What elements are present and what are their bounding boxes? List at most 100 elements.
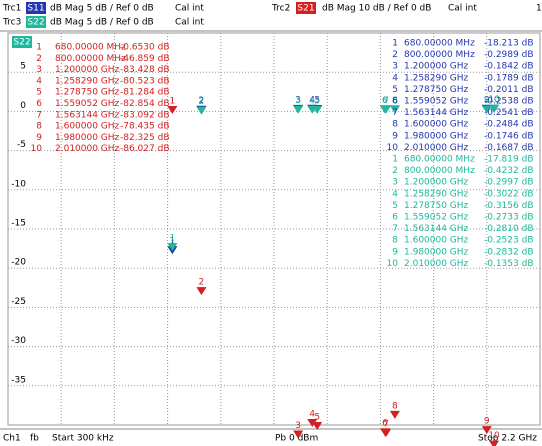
marker-table-index: 4 xyxy=(392,189,398,199)
marker-table-value: -82.325 dB xyxy=(120,133,170,143)
legend-box xyxy=(296,2,316,14)
marker xyxy=(380,105,391,114)
marker-table-index: 1 xyxy=(392,155,398,165)
marker-table-frequency: 2.010000 GHz xyxy=(55,144,120,154)
marker-table-frequency: 1.980000 GHz xyxy=(404,131,469,141)
marker xyxy=(293,105,304,114)
marker xyxy=(389,410,400,419)
marker-table-value: -78.435 dB xyxy=(120,122,170,132)
marker-number: 2 xyxy=(199,96,205,106)
y-tick-label: -30 xyxy=(11,336,26,346)
trace-name: Trc3 xyxy=(2,18,21,28)
marker-table-index: 5 xyxy=(392,201,398,211)
marker-table-value: -17.819 dB xyxy=(484,155,534,165)
marker-table-index: 2 xyxy=(392,166,398,176)
sweep-mode: fb xyxy=(30,434,39,444)
marker-table-value: -0.2997 dB xyxy=(484,178,534,188)
marker-table-index: 4 xyxy=(392,73,398,83)
trace-format: dB Mag 5 dB / Ref 0 dB xyxy=(50,18,154,28)
marker-number: 10 xyxy=(488,95,500,105)
marker-table-index: 7 xyxy=(392,224,398,234)
marker-number: 2 xyxy=(199,97,205,107)
marker-table-value: -0.2810 dB xyxy=(484,224,534,234)
marker-table-value: -0.1353 dB xyxy=(484,259,534,269)
marker-number: 3 xyxy=(295,96,301,106)
marker-table-frequency: 800.00000 MHz xyxy=(404,166,475,176)
marker-table-value: -82.854 dB xyxy=(120,99,170,109)
marker-table-frequency: 2.010000 GHz xyxy=(404,259,469,269)
marker-table-index: 5 xyxy=(392,85,398,95)
marker-table-frequency: 800.00000 MHz xyxy=(55,54,126,64)
marker-table-frequency: 1.278750 GHz xyxy=(404,85,469,95)
marker-number: 6 xyxy=(382,419,388,429)
marker xyxy=(293,430,304,439)
marker-table-value: -83.092 dB xyxy=(120,110,170,120)
marker-table-value: -0.2733 dB xyxy=(484,213,534,223)
marker-number: 6 xyxy=(382,96,388,106)
legend-box xyxy=(26,2,46,14)
marker-table-value: -0.3156 dB xyxy=(484,201,534,211)
marker-table-index: 1 xyxy=(36,43,42,53)
marker-number: 5 xyxy=(314,95,320,105)
marker-table-index: 7 xyxy=(36,110,42,120)
marker-table-frequency: 1.559052 GHz xyxy=(55,99,120,109)
marker xyxy=(312,422,323,431)
marker-table-frequency: 2.010000 GHz xyxy=(404,143,469,153)
stop-frequency: Stop 2.2 GHz xyxy=(478,434,537,444)
marker-table-frequency: 1.278750 GHz xyxy=(404,201,469,211)
marker-table-frequency: 1.258290 GHz xyxy=(404,73,469,83)
marker-table-frequency: 1.278750 GHz xyxy=(55,88,120,98)
marker-table-value: -0.2541 dB xyxy=(484,108,534,118)
marker xyxy=(167,105,178,114)
marker-table-index: 7 xyxy=(392,108,398,118)
trace-format: dB Mag 5 dB / Ref 0 dB xyxy=(50,4,154,14)
marker-number: 7 xyxy=(383,96,389,106)
channel: Ch1 xyxy=(3,434,21,444)
marker-table-frequency: 680.00000 MHz xyxy=(404,155,475,165)
marker-table-frequency: 1.200000 GHz xyxy=(55,65,120,75)
marker-table-frequency: 680.00000 MHz xyxy=(55,43,126,53)
marker-table-index: 9 xyxy=(392,247,398,257)
marker-table-frequency: 1.559052 GHz xyxy=(404,213,469,223)
legend-label: S11 xyxy=(27,4,44,14)
marker-table-index: 6 xyxy=(392,213,398,223)
marker-number: 1 xyxy=(170,237,176,247)
marker xyxy=(380,429,391,438)
marker-number: 7 xyxy=(383,420,389,430)
marker-table-value: -46.859 dB xyxy=(120,54,170,64)
marker-table-value: -0.1746 dB xyxy=(484,131,534,141)
marker-table-index: 2 xyxy=(36,54,42,64)
marker-table-value: -0.2538 dB xyxy=(484,97,534,107)
marker-number: 10 xyxy=(488,431,500,441)
trace-cal: Cal int xyxy=(448,4,477,14)
marker-number: 9 xyxy=(484,417,490,427)
marker-table-index: 6 xyxy=(36,99,42,109)
marker-table-frequency: 1.563144 GHz xyxy=(55,110,120,120)
window-number: 1 xyxy=(536,4,542,14)
marker-number: 7 xyxy=(383,96,389,106)
marker-table-frequency: 1.200000 GHz xyxy=(404,62,469,72)
marker-table-index: 6 xyxy=(392,97,398,107)
marker-table-index: 4 xyxy=(36,76,42,86)
marker xyxy=(481,426,492,435)
marker-table-frequency: 1.563144 GHz xyxy=(404,108,469,118)
marker xyxy=(196,287,207,296)
marker-table-frequency: 1.980000 GHz xyxy=(55,133,120,143)
marker-table-frequency: 800.00000 MHz xyxy=(404,50,475,60)
marker-table-value: -86.027 dB xyxy=(120,144,170,154)
marker-table-index: 8 xyxy=(392,120,398,130)
marker-table-frequency: 1.559052 GHz xyxy=(404,97,469,107)
marker xyxy=(389,105,400,114)
marker-table-index: 10 xyxy=(387,143,399,153)
marker-table-frequency: 1.563144 GHz xyxy=(404,224,469,234)
marker-table-index: 3 xyxy=(36,65,42,75)
marker-number: 4 xyxy=(309,410,315,420)
marker-table-value: -0.6530 dB xyxy=(120,43,170,53)
marker-table-value: -0.1687 dB xyxy=(484,143,534,153)
marker-number: 5 xyxy=(314,96,320,106)
marker-table-frequency: 1.258290 GHz xyxy=(55,76,120,86)
marker-table-value: -18.213 dB xyxy=(484,39,534,49)
y-tick-label: -35 xyxy=(11,375,26,385)
